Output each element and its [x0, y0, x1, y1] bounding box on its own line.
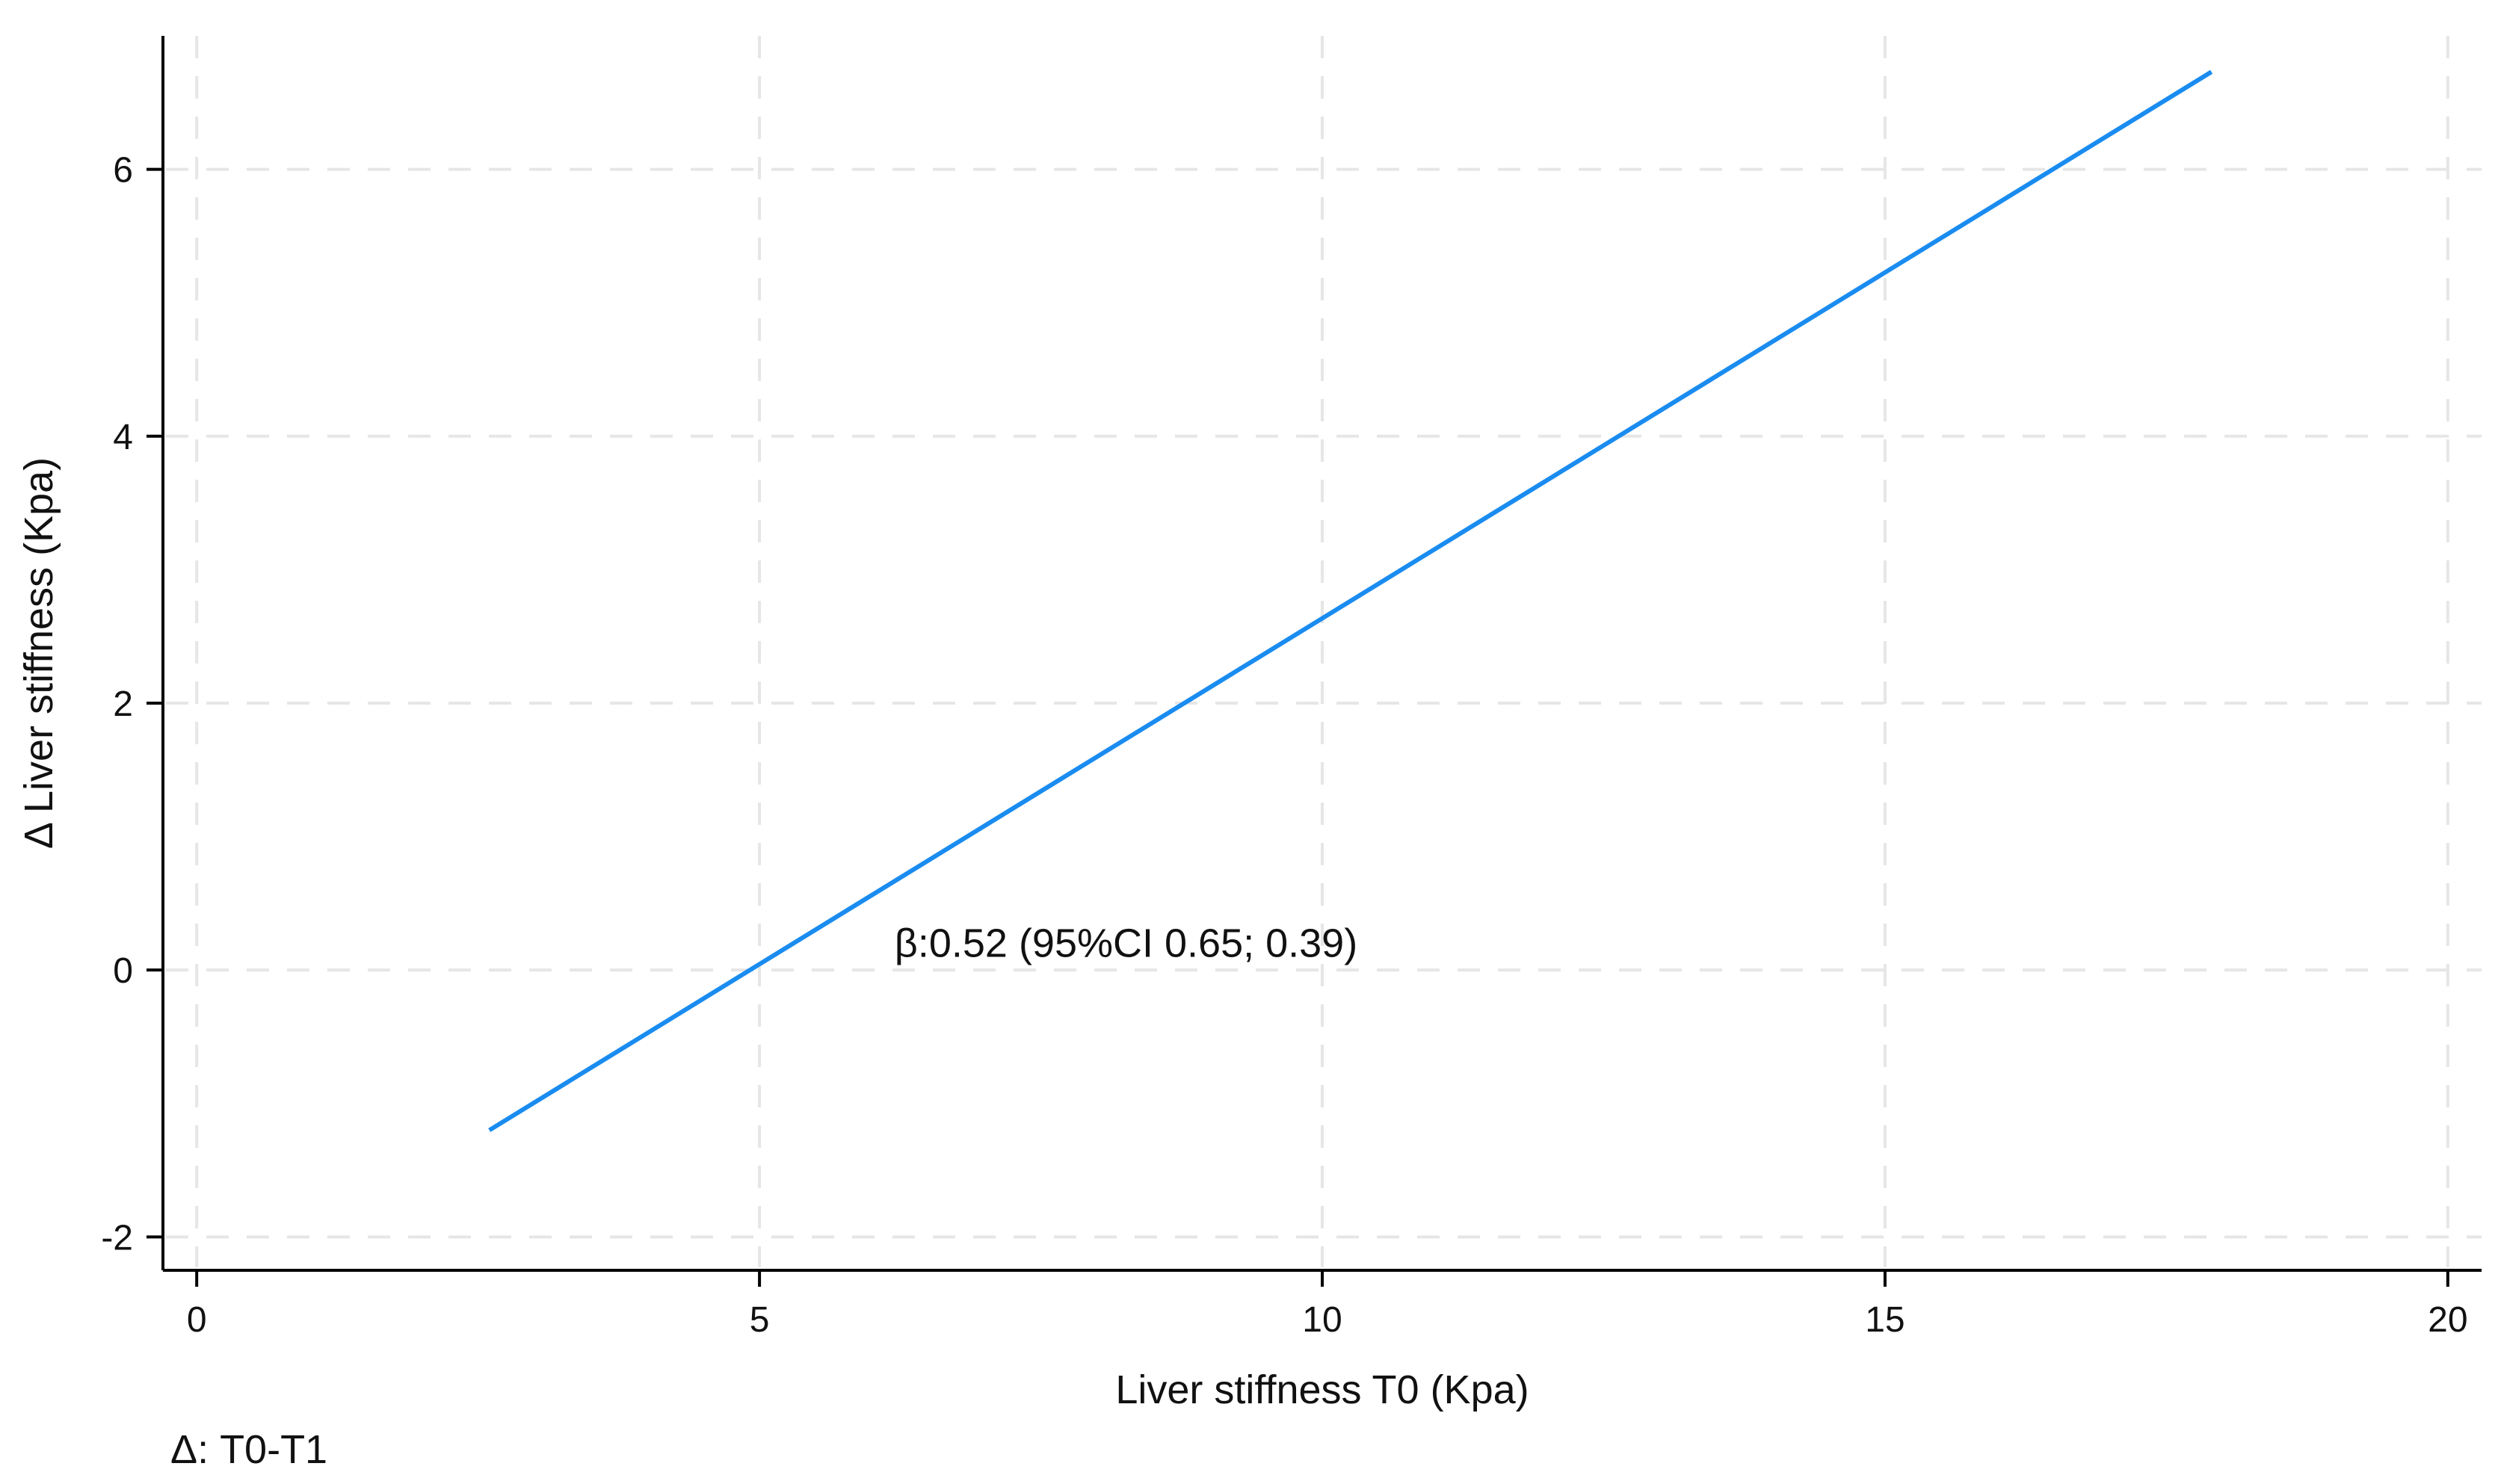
y-tick-label-2: 2	[113, 684, 133, 724]
y-axis-title: Δ Liver stiffness (Kpa)	[16, 457, 61, 849]
x-tick-label-4: 20	[2428, 1300, 2467, 1340]
series-group	[488, 69, 2213, 1133]
x-tick-label-2: 10	[1302, 1300, 1342, 1340]
x-tick-label-0: 0	[187, 1300, 207, 1340]
x-tick-label-1: 5	[750, 1300, 770, 1340]
y-axis-ticks: -2 0 2 4 6	[101, 151, 163, 1258]
vertical-gridlines	[195, 36, 2449, 1267]
y-tick-label-4: 6	[113, 151, 133, 191]
x-axis-ticks: 0 5 10 15 20	[187, 1270, 2468, 1340]
annotation-0: β:0.52 (95%CI 0.65; 0.39)	[895, 921, 1357, 965]
annotations-group: β:0.52 (95%CI 0.65; 0.39)	[895, 921, 1357, 965]
y-tick-label-1: 0	[113, 951, 133, 991]
series-line-0	[488, 69, 2213, 1133]
y-tick-label-0: -2	[101, 1218, 133, 1258]
x-tick-label-3: 15	[1865, 1300, 1905, 1340]
y-tick-label-3: 4	[113, 418, 133, 457]
x-axis-title: Liver stiffness T0 (Kpa)	[1115, 1367, 1529, 1412]
footnote: Δ: T0-T1	[170, 1427, 327, 1472]
